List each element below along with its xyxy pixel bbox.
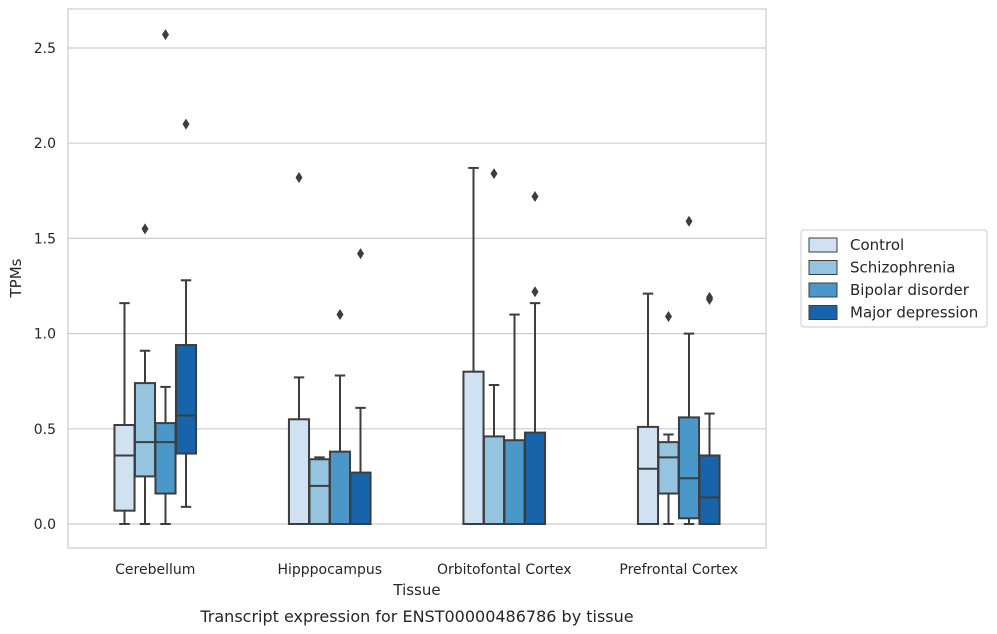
x-tick-labels: Cerebellum Hipppocampus Orbitofontal Corte… <box>115 562 738 578</box>
y-tick-label: 1.0 <box>34 327 56 343</box>
outlier-point <box>182 118 190 130</box>
x-axis-label: Tissue <box>392 581 440 599</box>
box-group <box>677 215 701 525</box>
legend-label: Major depression <box>850 304 978 322</box>
box-group <box>503 313 526 525</box>
outlier-point <box>357 248 365 260</box>
box-group <box>308 456 331 526</box>
legend-label: Bipolar disorder <box>850 281 970 299</box>
box-body <box>503 439 526 525</box>
y-tick-label: 2.5 <box>34 41 56 57</box>
x-tick-label: Hipppocampus <box>277 562 382 578</box>
y-tick-label: 2.0 <box>34 136 56 152</box>
box-body <box>328 450 352 526</box>
box-group <box>154 29 177 525</box>
box-body <box>523 431 547 525</box>
legend-swatch <box>808 305 838 320</box>
y-tick-labels: 0.0 0.5 1.0 1.5 2.0 2.5 <box>34 41 56 533</box>
box-body <box>287 418 311 525</box>
outlier-point <box>490 168 498 180</box>
outlier-point <box>336 309 344 321</box>
legend-swatch <box>808 237 838 253</box>
box-body <box>677 416 701 520</box>
box-body <box>349 471 372 526</box>
outlier-point <box>664 310 672 322</box>
x-tick-label: Prefrontal Cortex <box>619 562 738 578</box>
box-group <box>482 168 506 525</box>
outlier-point <box>685 215 693 227</box>
box-body <box>308 458 331 526</box>
box-group <box>349 248 372 526</box>
box-group <box>462 166 485 525</box>
box-body <box>174 344 198 455</box>
box-body <box>113 423 136 512</box>
box-body <box>462 370 485 525</box>
box-body <box>133 382 157 478</box>
legend-label: Control <box>850 236 904 254</box>
box-body <box>482 435 506 525</box>
box-body <box>698 454 721 525</box>
y-tick-label: 0.0 <box>34 517 56 533</box>
box-group <box>698 291 721 525</box>
legend-label: Schizophrenia <box>850 259 955 277</box>
legend-swatch <box>808 282 838 298</box>
box-body <box>636 425 660 525</box>
outlier-point <box>531 286 539 298</box>
outlier-point <box>141 223 149 235</box>
box-group <box>657 310 680 525</box>
legend: Control Schizophrenia Bipolar disorder Majo… <box>800 229 988 328</box>
x-tick-label: Cerebellum <box>115 562 195 578</box>
box-body <box>657 441 680 495</box>
outlier-point <box>162 29 170 41</box>
box-series <box>113 29 721 526</box>
box-body <box>154 422 177 495</box>
outlier-point <box>706 291 714 303</box>
outlier-point <box>531 191 539 203</box>
box-group <box>523 191 547 525</box>
legend-swatch <box>808 260 838 275</box>
box-group <box>174 118 198 508</box>
chart-caption: Transcript expression for ENST0000048678… <box>199 607 633 626</box>
legend-frame <box>800 229 988 328</box>
y-tick-label: 1.5 <box>34 231 56 247</box>
y-axis-label: TPMs <box>7 258 25 298</box>
outlier-point <box>295 171 303 183</box>
x-tick-label: Orbitofontal Cortex <box>437 562 572 578</box>
y-tick-label: 0.5 <box>34 422 56 438</box>
